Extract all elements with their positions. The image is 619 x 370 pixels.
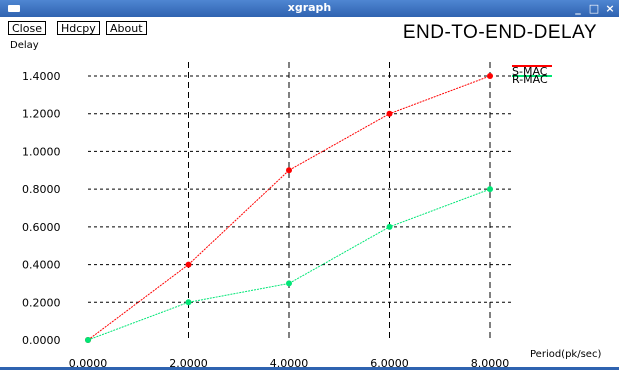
y-tick-label: 0.6000 (22, 221, 61, 234)
data-point-r-mac (286, 280, 292, 287)
legend-label-s-mac: S-MAC (512, 65, 548, 78)
x-tick-label: 6.0000 (370, 357, 409, 370)
window-titlebar: xgraph _ □ × (0, 0, 619, 17)
data-point-r-mac (386, 223, 393, 230)
series-line-r-mac (87, 188, 491, 341)
x-tick-label: 2.0000 (169, 357, 208, 370)
y-tick-label: 1.2000 (22, 108, 61, 121)
legend-label-r-mac: R-MAC (512, 73, 548, 86)
window-title: xgraph (287, 1, 332, 14)
x-tick-label: 8.0000 (471, 357, 510, 370)
y-tick-label: 0.4000 (22, 259, 61, 272)
data-point-r-mac (85, 337, 91, 343)
close-button[interactable]: Close (8, 21, 46, 35)
y-axis-label: Delay (10, 40, 39, 51)
hdcpy-button[interactable]: Hdcpy (57, 21, 100, 35)
y-tick-label: 0.8000 (22, 183, 61, 196)
window-menu-icon[interactable] (8, 5, 20, 12)
data-point-s-mac (386, 110, 393, 117)
data-point-r-mac (185, 299, 192, 306)
x-axis-label: Period(pk/sec) (530, 349, 601, 360)
window-bottom-border (0, 367, 619, 370)
data-point-s-mac (286, 167, 292, 174)
data-point-s-mac (487, 73, 493, 79)
data-point-r-mac (487, 186, 493, 193)
data-point-s-mac (185, 261, 192, 268)
x-tick-label: 0.0000 (69, 357, 108, 370)
about-button[interactable]: About (106, 21, 147, 35)
y-tick-label: 1.0000 (22, 145, 61, 158)
close-window-icon[interactable]: × (605, 2, 615, 15)
series-line-s-mac (87, 75, 491, 341)
x-tick-label: 4.0000 (270, 357, 309, 370)
y-tick-label: 0.2000 (22, 296, 61, 309)
y-tick-label: 0.0000 (22, 334, 61, 347)
maximize-icon[interactable]: □ (588, 2, 600, 15)
minimize-icon[interactable]: _ (575, 2, 581, 15)
y-tick-label: 1.4000 (22, 70, 61, 83)
chart-title: END-TO-END-DELAY (402, 22, 597, 43)
